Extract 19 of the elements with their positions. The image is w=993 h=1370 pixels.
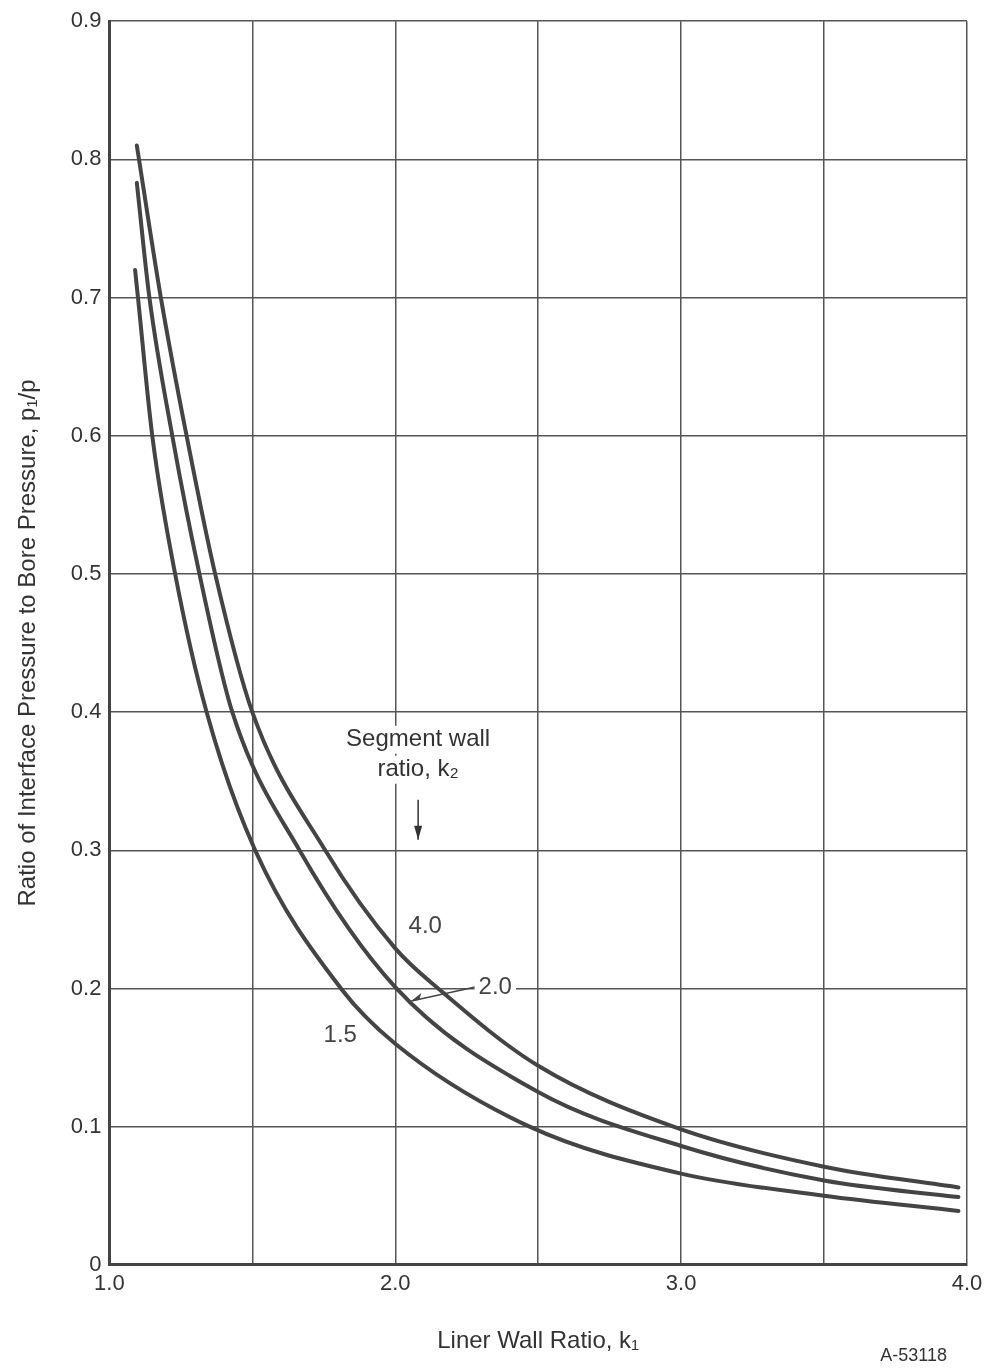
y-axis-title: Ratio of Interface Pressure to Bore Pressure, p₁/p xyxy=(13,379,41,907)
series-label: 1.5 xyxy=(323,1020,357,1048)
y-tick-label: 0.9 xyxy=(70,7,102,33)
y-tick-label: 0.3 xyxy=(70,836,102,862)
text: A-53118 xyxy=(880,1344,947,1365)
y-tick-label: 0.4 xyxy=(70,698,102,724)
legend-label: 2.0 xyxy=(478,971,512,999)
annotation: Segment wall ratio, k₂ xyxy=(346,724,491,782)
y-tick-label: 0.1 xyxy=(70,1112,102,1138)
y-tick-label: 0.8 xyxy=(70,145,102,171)
x-axis-title: Liner Wall Ratio, k₁ xyxy=(437,1326,640,1354)
y-tick-label: 0.6 xyxy=(70,421,102,447)
x-tick-label: 2.0 xyxy=(379,1270,411,1296)
x-tick-label: 3.0 xyxy=(665,1270,697,1296)
x-tick-label: 4.0 xyxy=(951,1270,983,1296)
y-tick-label: 0.7 xyxy=(70,283,102,309)
y-tick-label: 0.5 xyxy=(70,559,102,585)
series-label: 4.0 xyxy=(408,911,442,938)
y-tick-label: 0.2 xyxy=(70,974,102,1000)
